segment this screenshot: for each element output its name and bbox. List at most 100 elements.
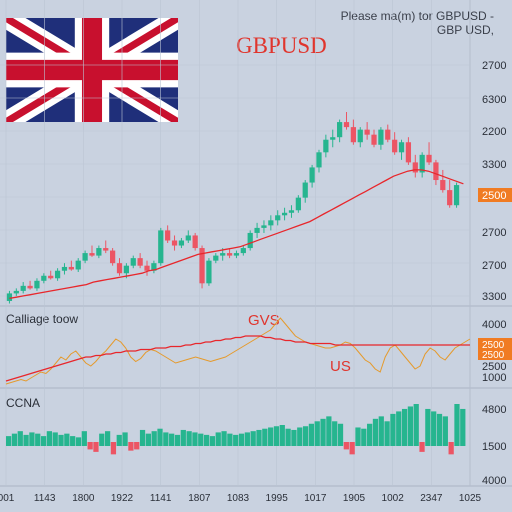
candle-body bbox=[158, 230, 164, 264]
volume-bar bbox=[134, 442, 140, 450]
candle-body bbox=[82, 253, 88, 261]
candle-body bbox=[337, 122, 343, 138]
volume-bar bbox=[291, 429, 297, 446]
volume-bar bbox=[314, 421, 320, 446]
x-tick-label: 1922 bbox=[111, 493, 134, 504]
y-tick-label: 2700 bbox=[482, 227, 506, 239]
volume-bar bbox=[448, 442, 454, 455]
y-tick-label: 3300 bbox=[482, 291, 506, 303]
volume-bar bbox=[401, 408, 408, 446]
y-tick-label: 2700 bbox=[482, 60, 506, 72]
candle-body bbox=[34, 280, 40, 289]
volume-bar bbox=[256, 429, 262, 446]
candle-body bbox=[350, 127, 356, 143]
y-tick-label: 4000 bbox=[482, 475, 506, 487]
candle-body bbox=[6, 293, 13, 301]
volume-bar bbox=[11, 433, 18, 446]
candle-body bbox=[54, 270, 61, 279]
volume-bar bbox=[180, 429, 186, 446]
volume-bar bbox=[227, 433, 233, 446]
volume-bar bbox=[238, 433, 245, 446]
candle-body bbox=[220, 253, 226, 256]
price-tag bbox=[478, 188, 512, 202]
candle-body bbox=[41, 275, 47, 281]
annotation-gvs: GVS bbox=[248, 312, 280, 329]
volume-bar bbox=[326, 416, 332, 446]
price-tag-label: 2500 bbox=[482, 340, 505, 351]
x-tick-label: 1995 bbox=[266, 493, 289, 504]
x-tick-label: 1905 bbox=[343, 493, 366, 504]
volume-bar bbox=[93, 442, 99, 452]
y-tick-label: 2500 bbox=[482, 361, 506, 373]
x-tick-label: 1800 bbox=[72, 493, 95, 504]
volume-bar bbox=[87, 442, 93, 450]
x-tick-label: 1141 bbox=[150, 493, 172, 504]
candle-body bbox=[206, 260, 212, 284]
candle-body bbox=[89, 253, 95, 256]
candle-body bbox=[275, 215, 281, 221]
x-tick-label: 1017 bbox=[304, 493, 327, 504]
volume-bar bbox=[250, 431, 256, 446]
volume-bar bbox=[139, 429, 146, 446]
header-note: Please ma(m) tor GBPUSD - GBP USD, bbox=[341, 9, 494, 37]
candle-body bbox=[151, 263, 157, 271]
volume-bar bbox=[372, 418, 379, 446]
volume-bar bbox=[285, 428, 291, 446]
candle-body bbox=[343, 122, 350, 128]
union-jack-flag-icon bbox=[6, 18, 178, 122]
candle-body bbox=[96, 248, 102, 256]
candle-body bbox=[309, 167, 315, 183]
volume-bar bbox=[297, 427, 303, 446]
candle-body bbox=[213, 255, 219, 261]
volume-bar bbox=[104, 431, 111, 446]
x-tick-label: 1025 bbox=[459, 493, 482, 504]
volume-bar bbox=[110, 442, 117, 455]
y-tick-label: 4000 bbox=[482, 319, 506, 331]
x-tick-label: 1143 bbox=[34, 493, 56, 504]
y-tick-label: 4800 bbox=[482, 404, 506, 416]
volume-bar bbox=[35, 433, 41, 446]
volume-bar bbox=[279, 425, 285, 446]
volume-bar bbox=[308, 423, 315, 446]
volume-bar bbox=[343, 442, 349, 450]
y-tick-label: 3300 bbox=[482, 159, 506, 171]
candle-body bbox=[185, 235, 191, 241]
volume-bar bbox=[52, 432, 58, 446]
volume-bar bbox=[151, 431, 157, 446]
volume-bar bbox=[198, 433, 204, 446]
candle-body bbox=[357, 129, 363, 143]
candle-body bbox=[123, 265, 129, 274]
candle-body bbox=[392, 139, 398, 153]
volume-bar bbox=[75, 437, 82, 446]
volume-bar bbox=[17, 431, 23, 446]
candle-body bbox=[48, 275, 54, 279]
volume-bar bbox=[169, 433, 175, 446]
volume-bar bbox=[23, 434, 29, 446]
volume-bar bbox=[244, 432, 250, 446]
candle-body bbox=[426, 154, 432, 163]
candle-body bbox=[178, 240, 185, 246]
volume-bar bbox=[70, 436, 76, 446]
candle-body bbox=[137, 258, 143, 266]
x-tick-label: 001 bbox=[0, 493, 15, 504]
volume-bar bbox=[81, 431, 87, 446]
candle-body bbox=[144, 265, 150, 271]
candle-body bbox=[61, 266, 68, 271]
volume-bar bbox=[454, 404, 460, 446]
volume-bar bbox=[46, 431, 52, 446]
candle-body bbox=[226, 253, 233, 256]
volume-bar bbox=[174, 434, 181, 446]
x-tick-label: 1002 bbox=[382, 493, 405, 504]
candle-body bbox=[240, 248, 246, 254]
candle-body bbox=[330, 137, 336, 140]
x-tick-label: 1807 bbox=[188, 493, 211, 504]
candle-body bbox=[295, 197, 301, 211]
volume-bar bbox=[419, 442, 425, 452]
y-tick-label: 6300 bbox=[482, 94, 506, 106]
volume-bar bbox=[367, 423, 373, 446]
volume-bar bbox=[436, 413, 443, 446]
volume-bar bbox=[460, 408, 466, 446]
candle-body bbox=[110, 250, 116, 264]
volume-bar bbox=[273, 426, 280, 446]
